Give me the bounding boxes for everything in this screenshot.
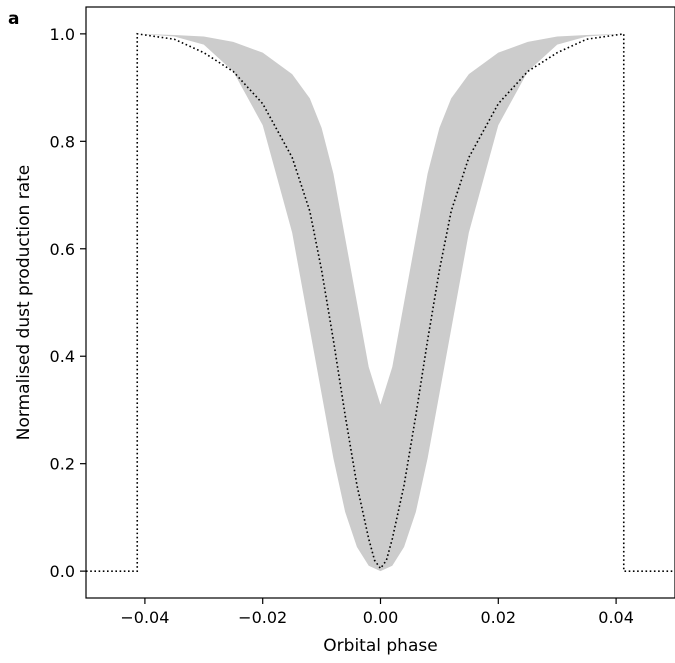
- axes-layer: −0.04 −0.02 0.00 0.02 0.04 0.0 0.2 0.4 0.6 0.8 1.0: [50, 6, 675, 627]
- y-tick-label: 0.6: [50, 240, 75, 259]
- y-tick-label: 0.8: [50, 132, 75, 151]
- y-tick-label: 0.2: [50, 455, 75, 474]
- panel-label: a: [8, 9, 19, 29]
- y-tick-label: 0.0: [50, 562, 75, 581]
- plot-layer: [86, 32, 675, 572]
- uncertainty-band: [139, 33, 622, 572]
- x-tick-label: −0.02: [238, 608, 287, 627]
- x-tick-label: 0.04: [598, 608, 634, 627]
- x-tick-label: 0.02: [480, 608, 516, 627]
- x-tick-label: −0.04: [120, 608, 169, 627]
- x-tick-label: 0.00: [363, 608, 399, 627]
- y-tick-label: 0.4: [50, 347, 75, 366]
- y-axis-label: Normalised dust production rate: [14, 165, 34, 440]
- x-axis-label: Orbital phase: [323, 636, 437, 656]
- y-tick-label: 1.0: [50, 25, 75, 44]
- dotted-series-line: [86, 32, 675, 572]
